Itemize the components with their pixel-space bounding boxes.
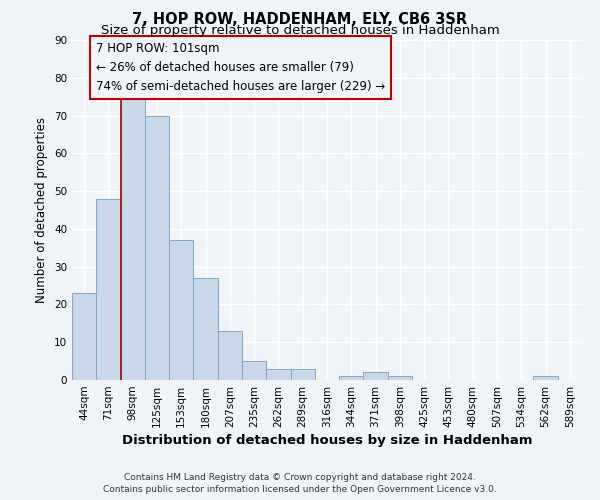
Bar bbox=[242, 361, 266, 380]
Bar bbox=[121, 96, 145, 380]
Bar bbox=[364, 372, 388, 380]
Text: Size of property relative to detached houses in Haddenham: Size of property relative to detached ho… bbox=[101, 24, 499, 37]
Text: 7, HOP ROW, HADDENHAM, ELY, CB6 3SR: 7, HOP ROW, HADDENHAM, ELY, CB6 3SR bbox=[133, 12, 467, 28]
Bar bbox=[388, 376, 412, 380]
Text: 7 HOP ROW: 101sqm
← 26% of detached houses are smaller (79)
74% of semi-detached: 7 HOP ROW: 101sqm ← 26% of detached hous… bbox=[96, 42, 386, 93]
Bar bbox=[145, 116, 169, 380]
Bar bbox=[266, 368, 290, 380]
Bar bbox=[339, 376, 364, 380]
Bar bbox=[169, 240, 193, 380]
Y-axis label: Number of detached properties: Number of detached properties bbox=[35, 117, 49, 303]
Bar bbox=[218, 331, 242, 380]
Bar bbox=[96, 198, 121, 380]
X-axis label: Distribution of detached houses by size in Haddenham: Distribution of detached houses by size … bbox=[122, 434, 532, 447]
Bar bbox=[290, 368, 315, 380]
Bar bbox=[533, 376, 558, 380]
Text: Contains HM Land Registry data © Crown copyright and database right 2024.
Contai: Contains HM Land Registry data © Crown c… bbox=[103, 472, 497, 494]
Bar bbox=[72, 293, 96, 380]
Bar bbox=[193, 278, 218, 380]
